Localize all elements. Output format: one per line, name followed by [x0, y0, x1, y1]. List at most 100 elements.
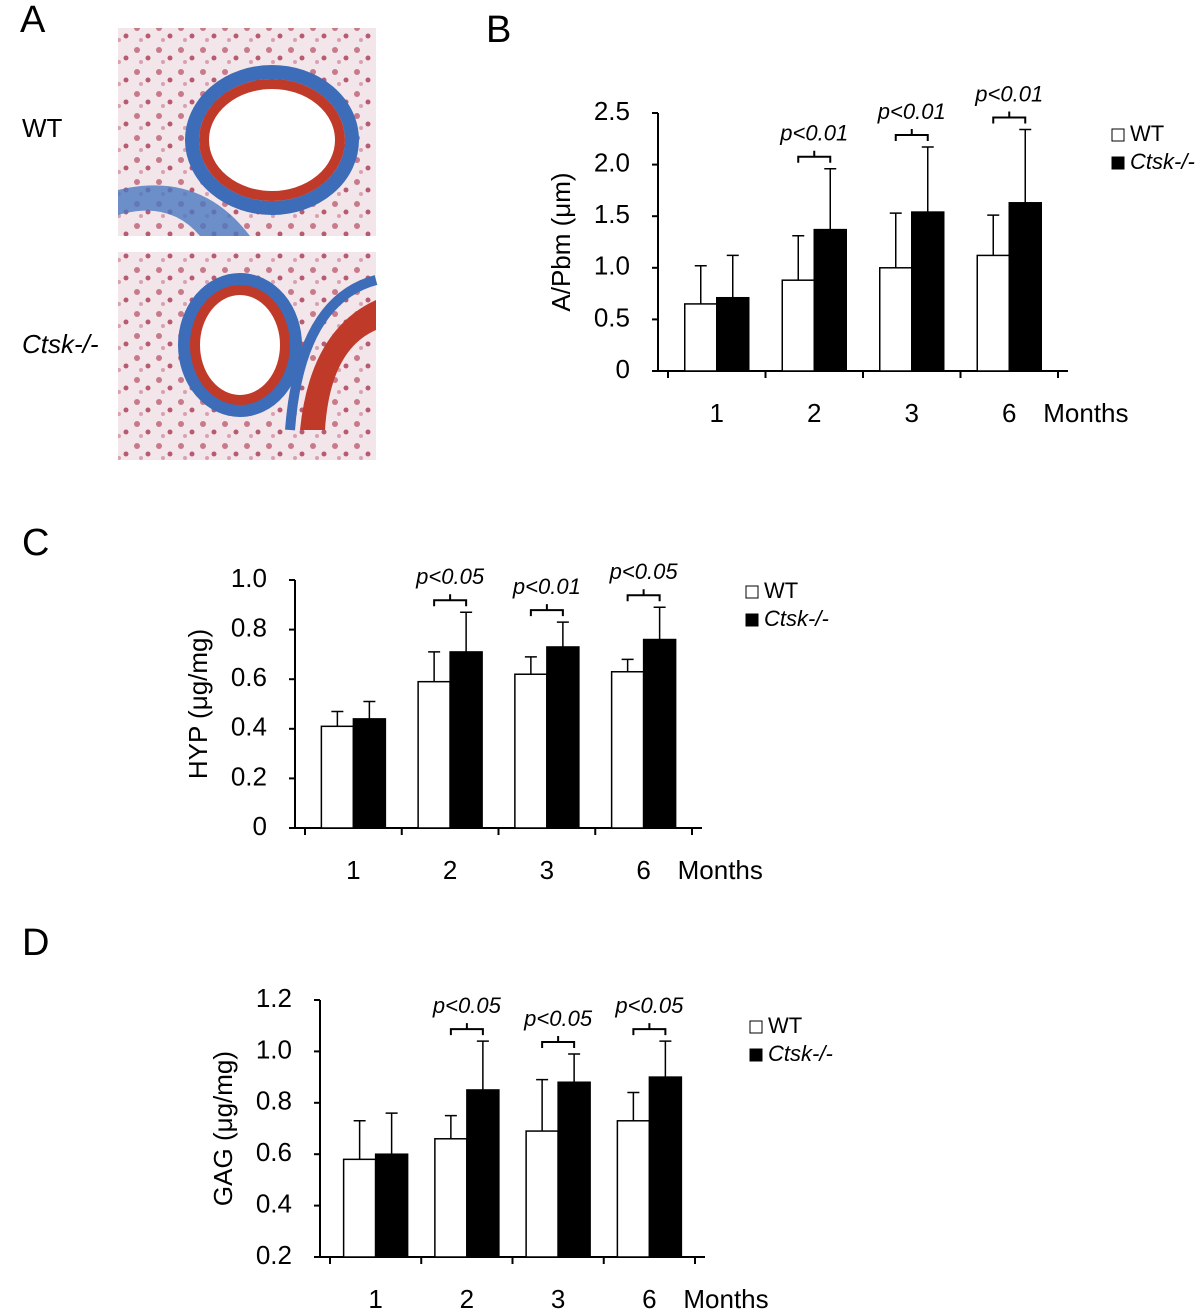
y-tick-label: 0.4 [256, 1188, 292, 1218]
x-axis-label: Months [1043, 398, 1128, 428]
bar [546, 646, 580, 829]
x-axis-label: Months [678, 855, 763, 885]
y-tick-label: 0.2 [256, 1240, 292, 1270]
significance-label: p<0.05 [614, 993, 684, 1018]
significance-brace [449, 1023, 484, 1036]
bar [417, 680, 451, 829]
significance-label: p<0.05 [432, 993, 502, 1018]
error-bar [556, 621, 569, 647]
error-bar [653, 606, 666, 640]
y-tick-label: 2.0 [594, 147, 630, 177]
y-tick-label: 0.6 [231, 662, 267, 692]
x-tick-label: 3 [551, 1284, 565, 1309]
row-label: WT [22, 113, 63, 143]
y-axis-label: HYP (μg/mg) [183, 629, 213, 779]
x-tick-label: 2 [443, 855, 457, 885]
error-bar [987, 214, 1000, 256]
y-tick-label: 0.8 [231, 612, 267, 642]
x-tick-label: 3 [540, 855, 554, 885]
panel-label: A [20, 0, 46, 41]
y-tick-label: 0 [616, 354, 630, 384]
significance-brace [894, 129, 929, 142]
y-tick-label: 1.0 [594, 251, 630, 281]
error-bar [428, 651, 441, 682]
error-bar [627, 1091, 640, 1121]
significance-brace [433, 594, 468, 607]
x-tick-label: 6 [642, 1284, 656, 1309]
significance-label: p<0.05 [523, 1006, 593, 1031]
panel-label: D [22, 922, 49, 964]
y-tick-label: 1.0 [231, 563, 267, 593]
bar [434, 1138, 468, 1258]
legend-label: WT [764, 578, 798, 603]
y-tick-label: 0.2 [231, 761, 267, 791]
error-bar [659, 1040, 672, 1078]
bar [374, 1153, 409, 1258]
legend-swatch [1111, 156, 1125, 170]
bar [648, 1076, 683, 1258]
error-bar [385, 1112, 398, 1155]
y-axis-label: A/Pbm (μm) [546, 172, 576, 311]
x-tick-label: 2 [460, 1284, 474, 1309]
legend-swatch [749, 1020, 763, 1034]
bar [525, 1130, 559, 1258]
panel-label: B [486, 9, 511, 51]
legend-label: WT [1130, 121, 1164, 146]
y-tick-label: 1.5 [594, 199, 630, 229]
bar [813, 228, 847, 372]
significance-brace [992, 111, 1027, 124]
significance-brace [529, 604, 564, 617]
legend-swatch [1111, 128, 1125, 142]
bar [879, 267, 913, 372]
bar [514, 673, 548, 829]
bar [342, 1158, 377, 1258]
y-tick-label: 1.0 [256, 1034, 292, 1064]
y-tick-label: 2.5 [594, 96, 630, 126]
error-bar [476, 1040, 489, 1090]
legend-label: Ctsk-/- [1130, 149, 1195, 174]
error-bar [536, 1078, 549, 1132]
significance-label: p<0.01 [877, 99, 946, 124]
x-tick-label: 1 [368, 1284, 382, 1309]
x-tick-label: 1 [346, 855, 360, 885]
significance-brace [797, 150, 832, 163]
error-bar [460, 611, 473, 652]
panel-label: C [22, 522, 49, 564]
y-axis-label: GAG (μg/mg) [208, 1051, 238, 1206]
significance-label: p<0.01 [512, 574, 581, 599]
bar [976, 254, 1010, 372]
error-bar [921, 146, 934, 213]
bar [911, 211, 945, 372]
significance-label: p<0.05 [415, 564, 485, 589]
legend-swatch [749, 1048, 763, 1062]
bar [352, 718, 387, 829]
bar [716, 296, 750, 372]
error-bar [694, 264, 707, 304]
significance-label: p<0.01 [974, 81, 1043, 106]
y-tick-label: 0.5 [594, 302, 630, 332]
significance-label: p<0.05 [609, 559, 679, 584]
significance-brace [541, 1035, 576, 1048]
row-label: Ctsk-/- [22, 329, 99, 359]
bar [449, 651, 483, 829]
micrograph-ctsk [118, 252, 378, 460]
significance-label: p<0.01 [779, 121, 848, 146]
bar [684, 303, 718, 372]
bar [616, 1120, 651, 1258]
error-bar [353, 1120, 366, 1160]
error-bar [568, 1053, 581, 1083]
error-bar [363, 700, 376, 719]
bar [781, 279, 815, 372]
y-tick-label: 0.8 [256, 1086, 292, 1116]
error-bar [824, 167, 837, 230]
significance-brace [632, 1023, 667, 1036]
x-tick-label: 6 [1002, 398, 1016, 428]
significance-brace [626, 589, 661, 602]
micrograph-wt [118, 28, 376, 236]
legend-label: Ctsk-/- [768, 1041, 833, 1066]
x-tick-label: 3 [905, 398, 919, 428]
y-tick-label: 0 [253, 811, 267, 841]
bar [642, 638, 677, 829]
error-bar [621, 658, 634, 672]
y-tick-label: 1.2 [256, 983, 292, 1013]
